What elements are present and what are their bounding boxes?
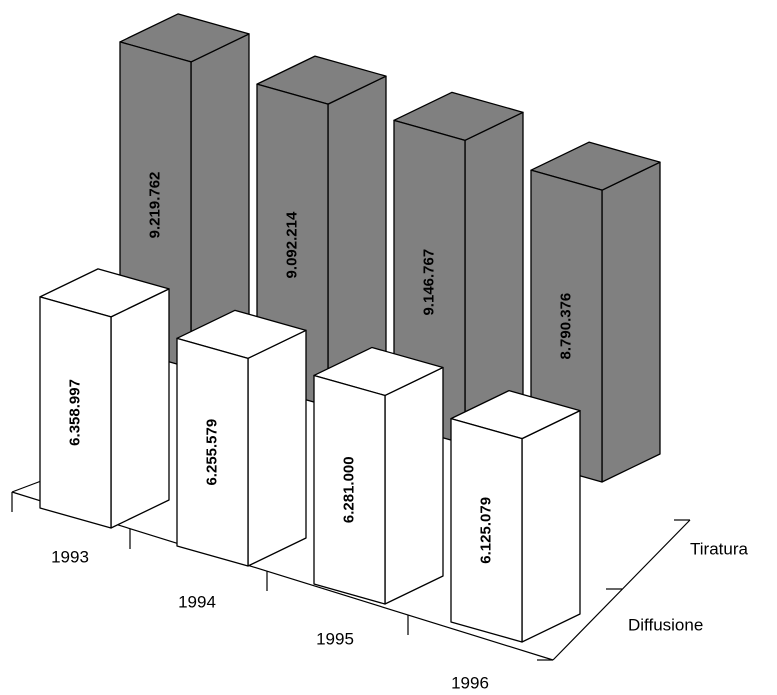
x-tick-label: 1996: [451, 673, 489, 692]
bar: 6.358.997: [39, 268, 170, 529]
bar: 6.125.079: [450, 389, 581, 643]
series-label: Tiratura: [690, 539, 748, 558]
series-axis: [552, 519, 691, 661]
bar: 9.219.762: [119, 13, 250, 369]
bar-front: [450, 417, 523, 643]
bar-side: [601, 161, 661, 483]
value-label: 6.281.000: [340, 456, 357, 523]
value-label: 6.125.079: [477, 497, 494, 564]
x-tick-label: 1994: [178, 592, 216, 611]
bar: 6.281.000: [313, 346, 444, 605]
x-tick-label: 1995: [316, 629, 354, 648]
bar-front: [313, 374, 386, 605]
bar: 6.255.579: [176, 309, 307, 567]
bar-front: [176, 337, 249, 567]
bar-side: [110, 288, 170, 529]
value-label: 8.790.376: [557, 293, 574, 360]
bar-side: [384, 366, 444, 605]
value-label: 9.146.767: [420, 249, 437, 316]
value-label: 6.358.997: [66, 379, 83, 446]
bar-front: [39, 296, 112, 529]
value-label: 9.219.762: [146, 172, 163, 239]
value-label: 9.092.214: [283, 211, 300, 278]
x-tick-label: 1993: [51, 547, 89, 566]
bar-side: [521, 409, 581, 643]
series-label: Diffusione: [628, 615, 703, 634]
bar-side: [247, 329, 307, 567]
value-label: 6.255.579: [203, 419, 220, 486]
